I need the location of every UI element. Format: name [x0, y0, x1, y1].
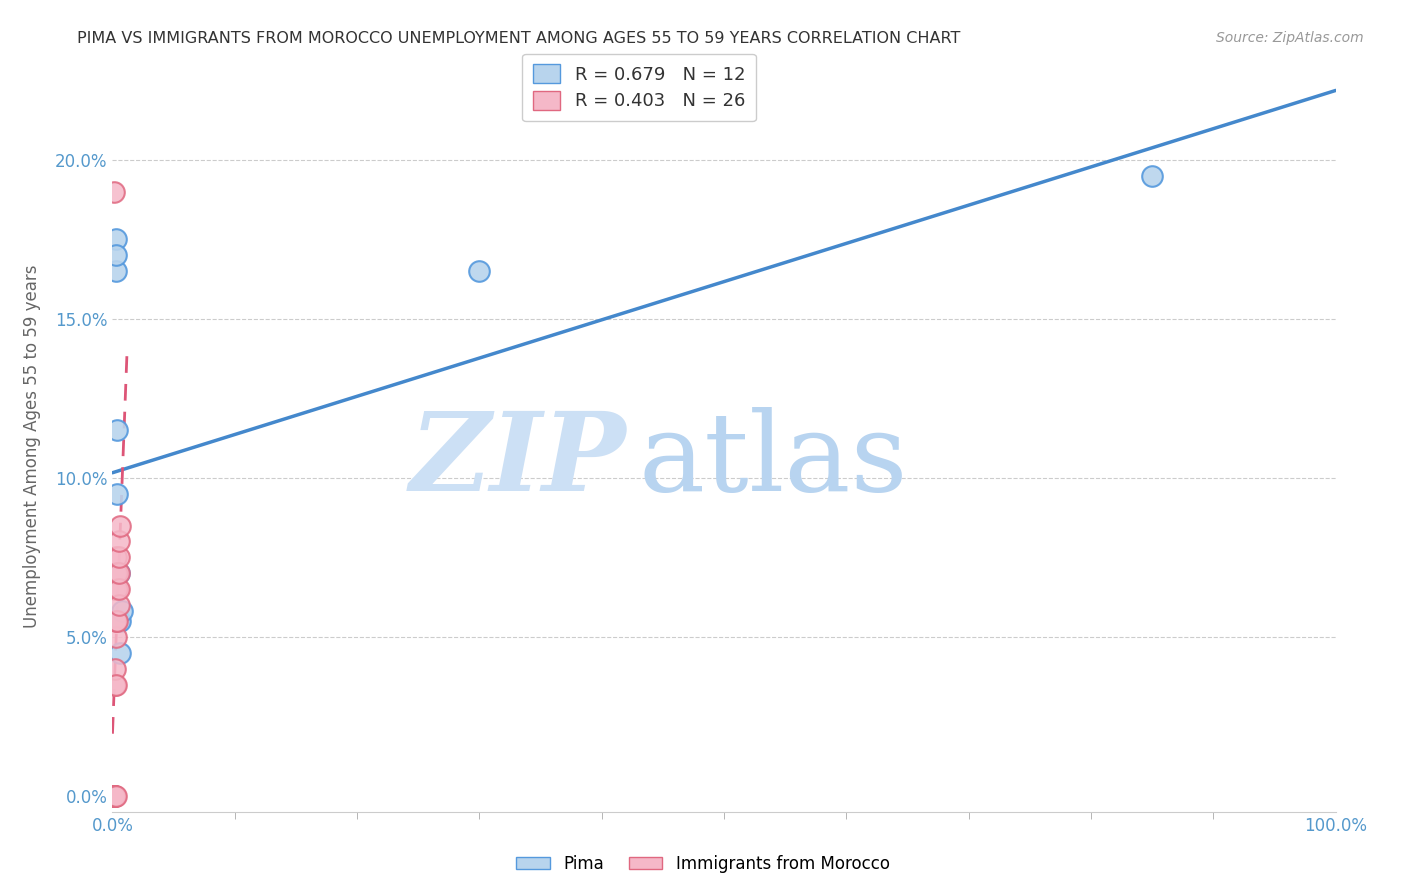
Point [103, 789, 125, 803]
Point [104, 789, 127, 803]
Point [111, 604, 134, 618]
Point [108, 614, 131, 628]
Point [107, 582, 129, 596]
Point [107, 598, 129, 612]
Point [104, 582, 127, 596]
Point [105, 248, 128, 262]
Point [107, 550, 129, 565]
Point [103, 789, 125, 803]
Y-axis label: Unemployment Among Ages 55 to 59 years: Unemployment Among Ages 55 to 59 years [24, 264, 41, 628]
Text: PIMA VS IMMIGRANTS FROM MOROCCO UNEMPLOYMENT AMONG AGES 55 TO 59 YEARS CORRELATI: PIMA VS IMMIGRANTS FROM MOROCCO UNEMPLOY… [77, 31, 960, 46]
Point [105, 486, 128, 500]
Point [105, 614, 128, 628]
Point [105, 582, 128, 596]
Point [107, 566, 129, 581]
Text: ZIP: ZIP [409, 407, 626, 515]
Point [105, 582, 128, 596]
Point [105, 264, 128, 278]
Point [103, 185, 125, 199]
Text: atlas: atlas [638, 407, 908, 514]
Point [105, 566, 128, 581]
Point [107, 534, 129, 549]
Point [105, 566, 128, 581]
Point [104, 789, 127, 803]
Text: Source: ZipAtlas.com: Source: ZipAtlas.com [1216, 31, 1364, 45]
Point [104, 677, 127, 691]
Point [468, 264, 491, 278]
Point [105, 550, 128, 565]
Point [1142, 169, 1164, 183]
Point [103, 789, 125, 803]
Point [105, 232, 128, 246]
Point [108, 518, 131, 533]
Point [107, 566, 129, 581]
Point [107, 614, 129, 628]
Point [103, 789, 125, 803]
Point [108, 646, 131, 660]
Point [105, 789, 128, 803]
Point [105, 677, 128, 691]
Point [104, 662, 127, 676]
Point [105, 614, 128, 628]
Point [105, 423, 128, 437]
Point [105, 630, 128, 644]
Legend: Pima, Immigrants from Morocco: Pima, Immigrants from Morocco [510, 848, 896, 880]
Legend: R = 0.679   N = 12, R = 0.403   N = 26: R = 0.679 N = 12, R = 0.403 N = 26 [522, 54, 756, 121]
